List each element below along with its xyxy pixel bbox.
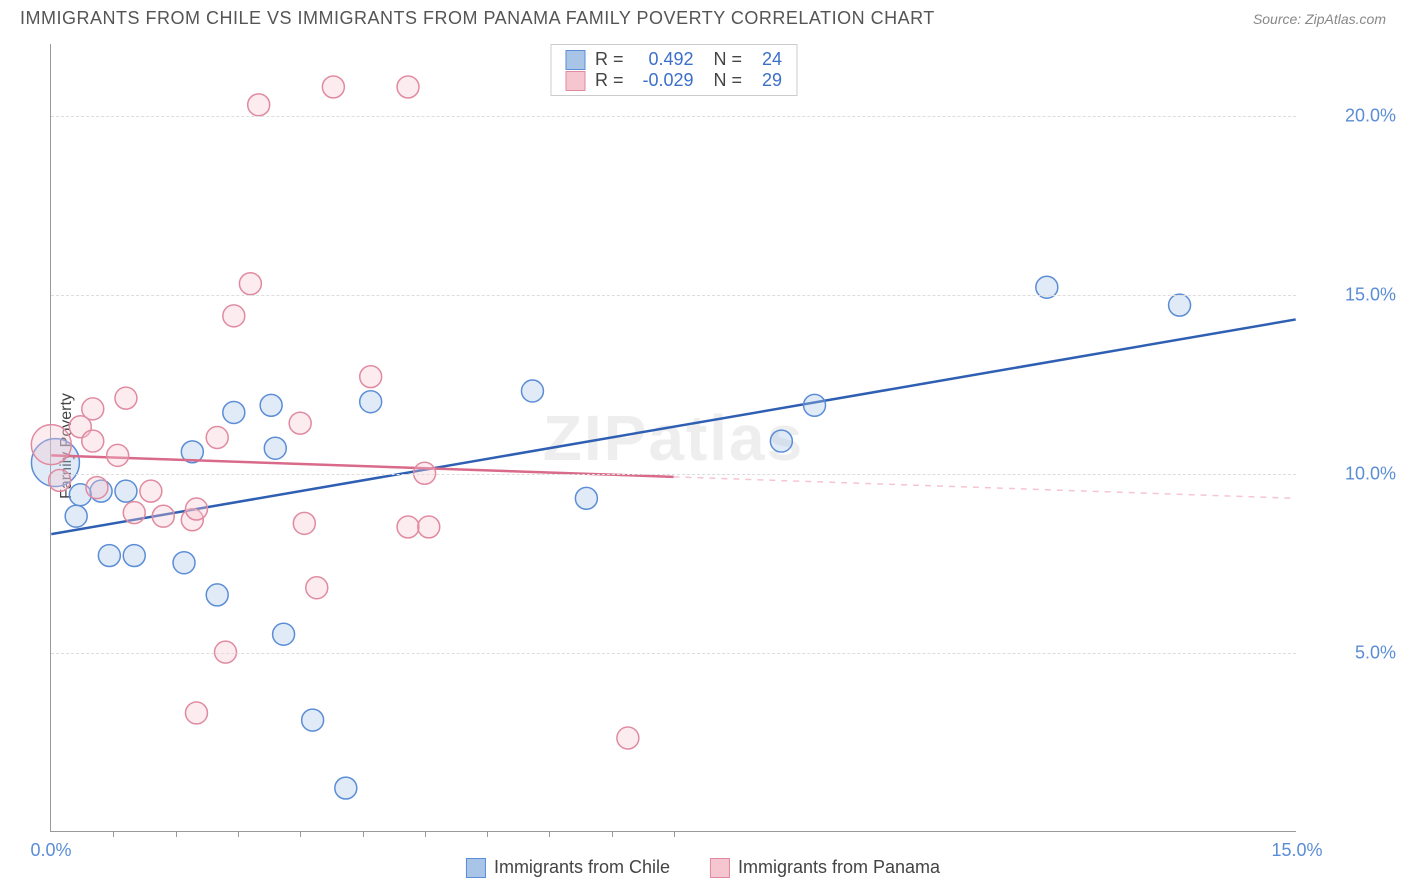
data-point bbox=[123, 502, 145, 524]
legend-swatch bbox=[565, 50, 585, 70]
bottom-legend: Immigrants from Chile Immigrants from Pan… bbox=[466, 857, 940, 878]
data-point bbox=[49, 469, 71, 491]
data-point bbox=[206, 584, 228, 606]
y-tick-label: 15.0% bbox=[1306, 284, 1396, 305]
data-point bbox=[418, 516, 440, 538]
data-point bbox=[152, 505, 174, 527]
header-bar: IMMIGRANTS FROM CHILE VS IMMIGRANTS FROM… bbox=[0, 0, 1406, 33]
data-point bbox=[140, 480, 162, 502]
x-minor-tick bbox=[612, 831, 613, 837]
x-minor-tick bbox=[300, 831, 301, 837]
legend-label: Immigrants from Panama bbox=[738, 857, 940, 878]
data-point bbox=[770, 430, 792, 452]
r-label: R = bbox=[595, 70, 624, 91]
data-point bbox=[115, 387, 137, 409]
data-point bbox=[289, 412, 311, 434]
n-value: 24 bbox=[752, 49, 782, 70]
r-value: -0.029 bbox=[634, 70, 694, 91]
data-point bbox=[521, 380, 543, 402]
stats-legend-box: R = 0.492 N = 24 R = -0.029 N = 29 bbox=[550, 44, 797, 96]
data-point bbox=[173, 552, 195, 574]
x-minor-tick bbox=[113, 831, 114, 837]
data-point bbox=[335, 777, 357, 799]
scatter-plot-svg bbox=[51, 44, 1296, 831]
x-minor-tick bbox=[487, 831, 488, 837]
data-point bbox=[302, 709, 324, 731]
data-point bbox=[82, 398, 104, 420]
gridline bbox=[51, 116, 1296, 117]
legend-swatch bbox=[565, 71, 585, 91]
x-minor-tick bbox=[363, 831, 364, 837]
y-tick-label: 10.0% bbox=[1306, 463, 1396, 484]
data-point bbox=[86, 477, 108, 499]
data-point bbox=[293, 512, 315, 534]
gridline bbox=[51, 295, 1296, 296]
page-title: IMMIGRANTS FROM CHILE VS IMMIGRANTS FROM… bbox=[20, 8, 935, 29]
data-point bbox=[206, 427, 228, 449]
data-point bbox=[123, 545, 145, 567]
r-value: 0.492 bbox=[634, 49, 694, 70]
stats-row: R = -0.029 N = 29 bbox=[565, 70, 782, 91]
x-tick-label: 15.0% bbox=[1271, 840, 1322, 861]
data-point bbox=[273, 623, 295, 645]
data-point bbox=[115, 480, 137, 502]
data-point bbox=[223, 401, 245, 423]
data-point bbox=[239, 273, 261, 295]
data-point bbox=[804, 394, 826, 416]
n-label: N = bbox=[714, 70, 743, 91]
data-point bbox=[397, 516, 419, 538]
plot-area: ZIPatlas R =0.492N =24R =-0.029N =29 5.0… bbox=[50, 44, 1296, 832]
data-point bbox=[248, 94, 270, 116]
n-value: 29 bbox=[752, 70, 782, 91]
data-point bbox=[397, 76, 419, 98]
legend-item: Immigrants from Chile bbox=[466, 857, 670, 878]
regression-line-dashed bbox=[674, 477, 1296, 498]
y-tick-label: 20.0% bbox=[1306, 105, 1396, 126]
x-minor-tick bbox=[674, 831, 675, 837]
legend-swatch bbox=[710, 858, 730, 878]
n-label: N = bbox=[714, 49, 743, 70]
data-point bbox=[107, 444, 129, 466]
gridline bbox=[51, 474, 1296, 475]
data-point bbox=[260, 394, 282, 416]
data-point bbox=[185, 498, 207, 520]
x-minor-tick bbox=[549, 831, 550, 837]
data-point bbox=[82, 430, 104, 452]
data-point bbox=[223, 305, 245, 327]
source-label: Source: ZipAtlas.com bbox=[1253, 11, 1386, 27]
x-minor-tick bbox=[238, 831, 239, 837]
data-point bbox=[264, 437, 286, 459]
regression-line bbox=[51, 319, 1295, 534]
stats-row: R = 0.492 N = 24 bbox=[565, 49, 782, 70]
x-minor-tick bbox=[425, 831, 426, 837]
data-point bbox=[306, 577, 328, 599]
data-point bbox=[575, 487, 597, 509]
chart-container: ZIPatlas R =0.492N =24R =-0.029N =29 5.0… bbox=[50, 44, 1296, 832]
data-point bbox=[360, 391, 382, 413]
data-point bbox=[98, 545, 120, 567]
legend-label: Immigrants from Chile bbox=[494, 857, 670, 878]
data-point bbox=[617, 727, 639, 749]
y-tick-label: 5.0% bbox=[1306, 642, 1396, 663]
legend-item: Immigrants from Panama bbox=[710, 857, 940, 878]
r-label: R = bbox=[595, 49, 624, 70]
x-tick-label: 0.0% bbox=[30, 840, 71, 861]
data-point bbox=[185, 702, 207, 724]
legend-swatch bbox=[466, 858, 486, 878]
x-minor-tick bbox=[176, 831, 177, 837]
data-point bbox=[360, 366, 382, 388]
data-point bbox=[31, 425, 71, 465]
data-point bbox=[322, 76, 344, 98]
data-point bbox=[1169, 294, 1191, 316]
data-point bbox=[65, 505, 87, 527]
gridline bbox=[51, 653, 1296, 654]
